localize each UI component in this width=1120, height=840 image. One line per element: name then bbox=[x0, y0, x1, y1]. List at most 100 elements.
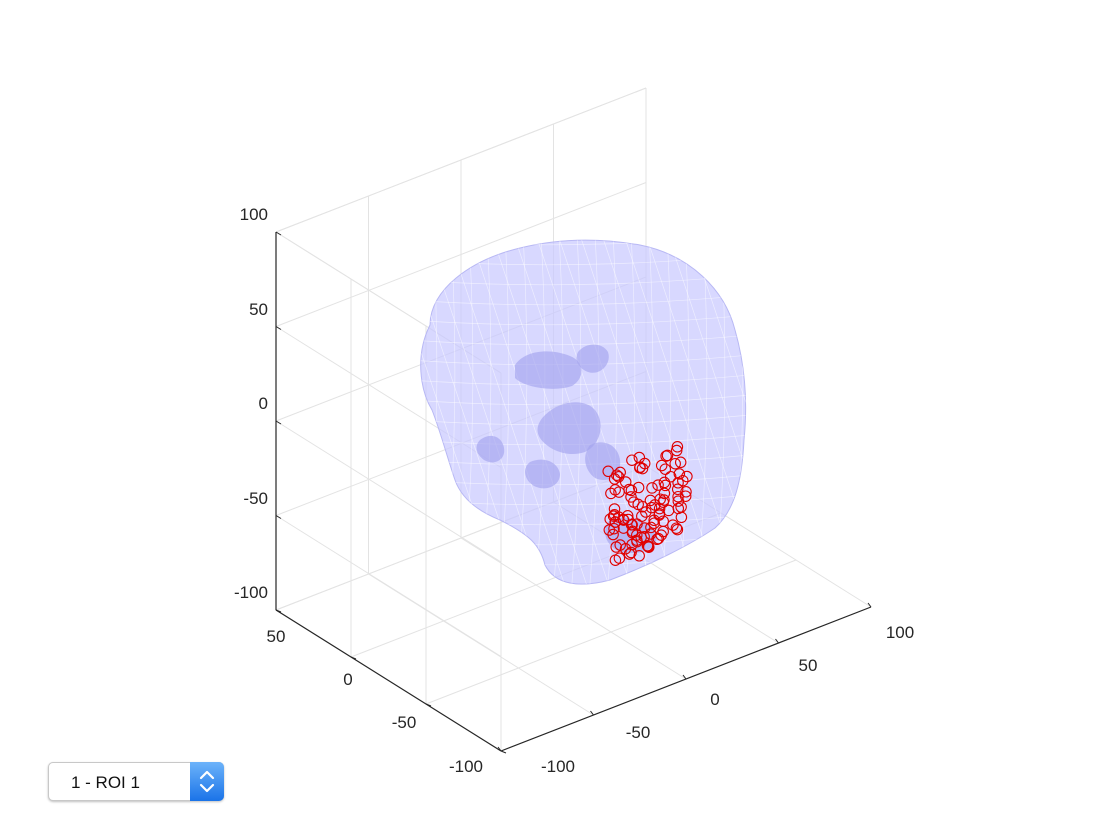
grid-line bbox=[460, 537, 687, 680]
y-tick-label: -100 bbox=[449, 757, 483, 776]
roi-marker bbox=[608, 509, 621, 521]
z-axis-ticks: 100 50 0 -50 -100 bbox=[234, 205, 268, 602]
x-axis-tick bbox=[497, 746, 502, 752]
roi-marker bbox=[653, 508, 666, 520]
roi-marker bbox=[636, 510, 648, 522]
roi-marker bbox=[655, 459, 668, 472]
roi-marker bbox=[657, 496, 669, 508]
roi-marker bbox=[619, 476, 632, 488]
roi-selector-value: 1 - ROI 1 bbox=[71, 773, 140, 792]
roi-marker bbox=[638, 531, 650, 543]
roi-marker bbox=[642, 540, 654, 553]
roi-marker bbox=[634, 462, 646, 474]
brain-surface-patch bbox=[525, 459, 560, 489]
roi-marker bbox=[681, 470, 693, 483]
roi-marker bbox=[657, 525, 669, 538]
roi-marker bbox=[645, 501, 658, 514]
roi-marker bbox=[614, 466, 626, 479]
x-tick-label: 100 bbox=[886, 623, 914, 642]
roi-marker bbox=[658, 487, 671, 500]
x-axis-ticks: -100 -50 0 50 100 bbox=[541, 623, 914, 776]
x-axis-tick bbox=[775, 638, 779, 644]
roi-marker bbox=[626, 519, 638, 531]
roi-marker bbox=[660, 450, 672, 462]
roi-marker bbox=[603, 524, 616, 536]
x-tick-label: 0 bbox=[710, 690, 719, 709]
brain-surface-patch bbox=[515, 351, 582, 389]
roi-marker bbox=[626, 454, 638, 466]
y-axis-line bbox=[275, 609, 502, 752]
roi-selector-button[interactable] bbox=[190, 762, 224, 801]
roi-marker bbox=[611, 469, 623, 481]
roi-marker bbox=[623, 483, 635, 496]
roi-marker bbox=[671, 523, 684, 536]
chevron-up-down-icon bbox=[199, 770, 215, 793]
y-axis-tick bbox=[425, 703, 432, 707]
axes-lines bbox=[275, 231, 872, 754]
x-tick-label: -50 bbox=[626, 723, 651, 742]
roi-marker bbox=[664, 470, 677, 483]
roi-marker bbox=[646, 482, 658, 494]
roi-marker bbox=[640, 506, 652, 518]
roi-marker bbox=[626, 527, 639, 539]
y-tick-label: -50 bbox=[392, 713, 417, 732]
roi-marker bbox=[659, 479, 672, 492]
roi-marker bbox=[604, 513, 616, 525]
z-tick-label: 0 bbox=[259, 394, 268, 413]
roi-marker bbox=[609, 516, 622, 528]
z-tick-label: 50 bbox=[249, 300, 268, 319]
roi-marker bbox=[614, 539, 626, 551]
roi-marker bbox=[632, 481, 645, 494]
roi-marker bbox=[674, 456, 687, 469]
x-tick-label: -100 bbox=[541, 757, 575, 776]
roi-marker bbox=[644, 528, 657, 540]
grid-line bbox=[275, 87, 647, 233]
z-tick-label: 100 bbox=[240, 205, 268, 224]
z-axis-tick bbox=[275, 231, 282, 236]
grid-line bbox=[275, 420, 502, 563]
y-axis-tick bbox=[350, 656, 357, 660]
roi-marker bbox=[643, 541, 655, 553]
roi-marker bbox=[670, 522, 683, 534]
brain-surface-patch bbox=[576, 344, 609, 373]
y-axis-tick bbox=[275, 609, 282, 613]
roi-marker bbox=[638, 522, 651, 534]
roi-markers bbox=[602, 441, 693, 566]
x-axis-tick bbox=[682, 674, 687, 680]
x-tick-label: 50 bbox=[799, 656, 818, 675]
y-tick-label: 50 bbox=[267, 627, 286, 646]
y-axis-ticks: 50 0 -50 -100 bbox=[267, 627, 483, 776]
roi-marker bbox=[669, 457, 681, 470]
roi-marker bbox=[659, 463, 672, 475]
grid-line bbox=[368, 573, 594, 716]
z-tick-label: -50 bbox=[243, 489, 268, 508]
roi-marker bbox=[677, 474, 689, 487]
roi-selector[interactable]: 1 - ROI 1 bbox=[48, 762, 224, 801]
y-tick-label: 0 bbox=[343, 670, 352, 689]
roi-marker bbox=[667, 519, 679, 531]
roi-marker bbox=[672, 495, 685, 507]
roi-marker bbox=[645, 521, 657, 534]
roi-marker bbox=[628, 496, 640, 508]
roi-marker bbox=[672, 502, 685, 515]
brain-surface-patch bbox=[537, 402, 601, 455]
roi-marker bbox=[608, 503, 621, 515]
brain-surface-patch bbox=[585, 442, 621, 480]
brain-surface bbox=[420, 239, 747, 585]
roi-marker bbox=[605, 487, 617, 500]
y-axis-tick bbox=[500, 750, 507, 754]
roi-marker bbox=[648, 517, 660, 529]
z-axis-tick bbox=[275, 326, 282, 330]
x-axis-tick bbox=[867, 602, 872, 608]
roi-marker bbox=[673, 468, 686, 480]
roi-marker bbox=[613, 552, 626, 564]
roi-marker bbox=[671, 483, 684, 496]
z-axis-tick bbox=[275, 515, 282, 519]
brain-surface-patch bbox=[476, 435, 505, 463]
roi-marker bbox=[625, 546, 637, 559]
roi-marker bbox=[670, 444, 683, 457]
roi-marker bbox=[680, 486, 692, 498]
roi-marker bbox=[671, 441, 684, 453]
z-axis-tick bbox=[275, 420, 282, 425]
